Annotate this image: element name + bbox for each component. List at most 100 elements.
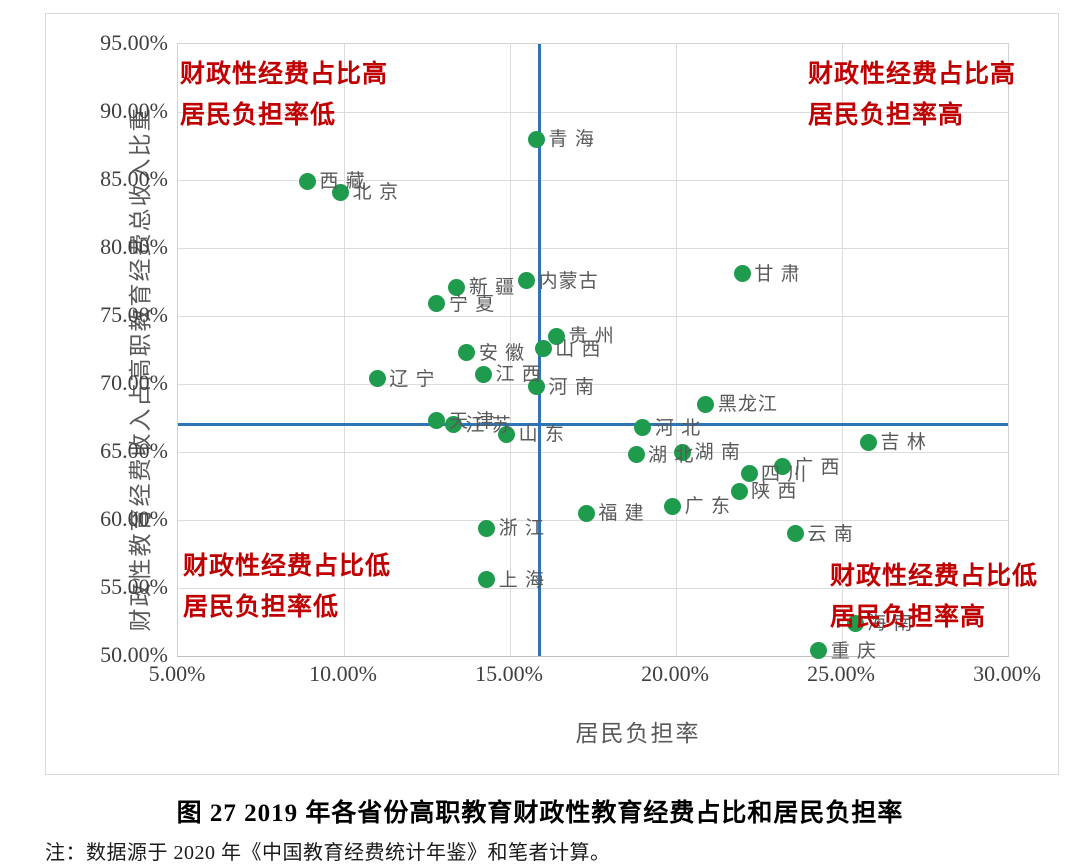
h-gridline	[178, 247, 1008, 249]
y-axis-tick-label: 60.00%	[100, 506, 168, 531]
annotation-line: 居民负担率低	[180, 101, 337, 129]
data-point-天津	[428, 412, 446, 430]
data-point-label: 河 南	[548, 376, 595, 398]
data-point-label: 四 川	[761, 463, 808, 485]
data-point-label: 北 京	[352, 182, 399, 204]
data-point-内蒙古	[518, 272, 536, 290]
quadrant-annotation-top-left: 财政性经费占比高 居民负担率低	[180, 54, 388, 136]
v-gridline	[509, 44, 511, 656]
data-point-label: 天 津	[448, 410, 496, 432]
data-point-云南	[787, 525, 805, 543]
data-point-江西	[474, 365, 492, 383]
data-point-新疆	[448, 278, 466, 296]
h-gridline	[178, 587, 1008, 589]
annotation-line: 财政性经费占比高	[180, 60, 389, 88]
data-point-label: 宁 夏	[448, 293, 496, 315]
data-point-浙江	[478, 519, 496, 537]
data-point-广东	[664, 497, 682, 515]
crosshair-horizontal-line	[178, 423, 1008, 427]
y-axis-tick-label: 65.00%	[100, 438, 168, 463]
data-point-label: 湖 南	[694, 442, 741, 463]
plot-area: 青 海西 藏北 京甘 肃 内蒙古新 疆宁 夏贵 州山 西 安 徽江 西 辽 宁 河 南黑…	[177, 43, 1009, 662]
data-point-label: 福 建	[598, 503, 645, 525]
y-axis-tick-label: 80.00%	[100, 234, 168, 259]
y-axis-tick-label: 55.00%	[100, 574, 168, 599]
h-gridline	[178, 179, 1008, 181]
x-axis-tick-label: 25.00%	[807, 661, 875, 686]
data-point-label: 青 海	[548, 129, 595, 151]
h-gridline	[178, 315, 1008, 317]
data-point-广西	[773, 458, 791, 476]
data-point-福建	[577, 504, 595, 522]
y-axis-tick-label: 50.00%	[100, 642, 168, 667]
data-point-label: 河 北	[654, 417, 702, 439]
data-point-辽宁	[368, 370, 386, 388]
annotation-line: 居民负担率高	[830, 603, 987, 631]
x-axis-tick-label: 15.00%	[475, 661, 543, 686]
data-point-黑龙江	[697, 395, 715, 413]
data-point-山东	[498, 425, 516, 443]
data-point-重庆	[810, 642, 828, 660]
data-point-label: 海 南	[867, 613, 914, 635]
x-axis-tick-label: 5.00%	[148, 661, 206, 686]
data-point-label: 甘 肃	[754, 263, 801, 285]
data-point-label: 山 东	[518, 424, 565, 446]
data-point-label: 湖 北	[648, 444, 695, 466]
data-point-label: 黑龙江	[717, 394, 778, 416]
data-point-label: 广 西	[794, 456, 841, 478]
data-point-label: 重 庆	[830, 640, 878, 662]
annotation-line: 财政性经费占比高	[808, 60, 1017, 88]
data-point-label: 安 徽	[478, 342, 526, 364]
annotation-line: 居民负担率高	[808, 101, 965, 129]
data-point-海南	[846, 614, 864, 632]
y-axis-tick-label: 85.00%	[100, 166, 168, 191]
h-gridline	[178, 519, 1008, 521]
data-point-江苏	[445, 416, 463, 434]
x-axis-tick-label: 10.00%	[309, 661, 377, 686]
quadrant-annotation-bottom-right: 财政性经费占比低 居民负担率高	[830, 556, 1038, 638]
data-point-湖北	[627, 446, 645, 464]
data-point-吉林	[860, 433, 878, 451]
figure-caption: 图 27 2019 年各省份高职教育财政性教育经费占比和居民负担率	[176, 800, 904, 827]
data-point-label: 广 东	[684, 496, 731, 518]
h-gridline	[178, 451, 1008, 453]
data-point-北京	[332, 183, 350, 201]
data-point-湖南	[674, 443, 692, 461]
annotation-line: 财政性经费占比低	[183, 552, 392, 580]
y-axis-tick-label: 70.00%	[100, 370, 168, 395]
annotation-line: 财政性经费占比低	[830, 562, 1039, 590]
data-point-label: 浙 江	[498, 518, 546, 540]
data-point-label: 云 南	[807, 523, 854, 545]
data-point-label: 江 西	[495, 364, 542, 386]
y-axis-tick-label: 75.00%	[100, 302, 168, 327]
data-point-label: 内蒙古	[538, 270, 599, 292]
h-gridline	[178, 111, 1008, 113]
data-point-贵州	[547, 327, 565, 345]
y-axis-tick-label: 90.00%	[100, 98, 168, 123]
quadrant-annotation-top-right: 财政性经费占比高 居民负担率高	[808, 54, 1016, 136]
data-point-label: 吉 林	[880, 432, 927, 454]
data-point-label: 陕 西	[751, 481, 798, 503]
data-point-青海	[528, 130, 546, 148]
data-point-label: 江 苏	[465, 414, 512, 436]
v-gridline	[343, 44, 345, 656]
data-point-label: 新 疆	[468, 277, 516, 299]
v-gridline	[841, 44, 843, 656]
v-gridline	[675, 44, 677, 656]
annotation-line: 居民负担率低	[183, 593, 340, 621]
x-axis-tick-label: 30.00%	[973, 661, 1041, 686]
data-point-label: 西 藏	[319, 171, 366, 193]
quadrant-annotation-bottom-left: 财政性经费占比低 居民负担率低	[183, 546, 391, 628]
data-point-河南	[528, 378, 546, 396]
data-point-label: 贵 州	[568, 326, 615, 348]
data-point-陕西	[730, 482, 748, 500]
data-point-西藏	[298, 172, 316, 190]
data-point-安徽	[458, 344, 476, 362]
data-point-甘肃	[733, 265, 751, 283]
x-axis-tick-label: 20.00%	[641, 661, 709, 686]
data-point-label: 上 海	[498, 569, 546, 591]
y-axis-tick-label: 95.00%	[100, 30, 168, 55]
h-gridline	[178, 383, 1008, 385]
data-point-河北	[634, 419, 652, 437]
